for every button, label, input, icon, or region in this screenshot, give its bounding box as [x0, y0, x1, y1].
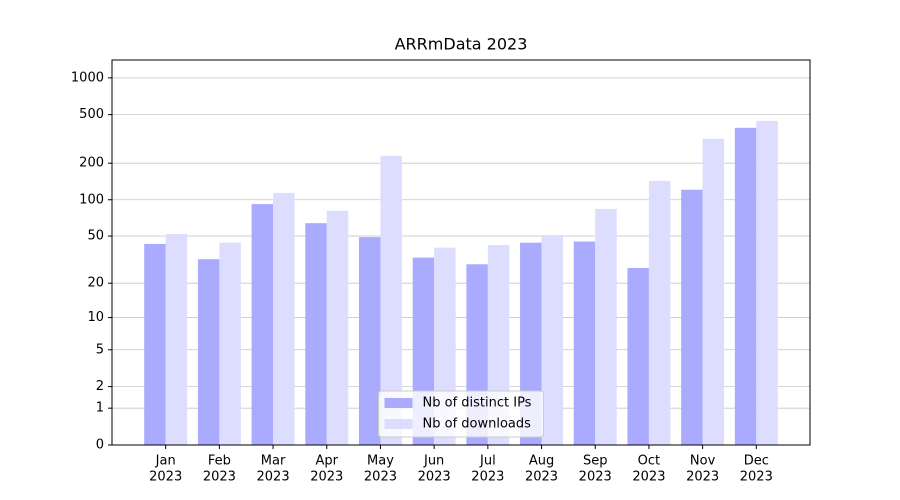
y-tick-label: 10 [87, 310, 104, 325]
bar [627, 267, 649, 445]
bar [251, 204, 274, 445]
bar [702, 138, 725, 445]
bar [648, 180, 671, 446]
x-tick-label: Mar [261, 454, 286, 469]
x-tick-label: Jan [155, 454, 176, 469]
x-tick-label: 2023 [686, 470, 719, 485]
x-tick-label: Jul [479, 454, 496, 469]
bar [734, 127, 757, 445]
legend-label: Nb of distinct IPs [423, 396, 532, 411]
bar [595, 208, 617, 445]
x-tick-label: 2023 [632, 470, 665, 485]
bar [273, 192, 295, 445]
bar [358, 237, 381, 445]
x-tick-label: 2023 [257, 470, 290, 485]
bar [326, 210, 349, 445]
bar [541, 235, 564, 445]
y-tick-label: 1 [96, 401, 104, 416]
bar [681, 189, 703, 445]
legend-swatch [384, 419, 413, 429]
x-tick-label: Dec [744, 454, 769, 469]
x-tick-label: 2023 [740, 470, 773, 485]
y-tick-label: 0 [96, 438, 104, 453]
x-tick-label: 2023 [579, 470, 612, 485]
x-tick-label: May [367, 454, 394, 469]
legend-box [378, 390, 544, 438]
x-tick-label: 2023 [525, 470, 558, 485]
x-tick-label: 2023 [310, 470, 343, 485]
x-tick-label: Feb [208, 454, 231, 469]
x-tick-label: Oct [638, 454, 660, 469]
bar [573, 241, 596, 445]
y-tick-label: 100 [79, 192, 104, 207]
bar [219, 242, 241, 445]
legend: Nb of distinct IPs Nb of downloads [378, 390, 544, 438]
x-tick-label: Nov [690, 454, 716, 469]
legend-swatch [384, 398, 413, 408]
axes-frame [111, 59, 811, 446]
x-tick-label: 2023 [203, 470, 236, 485]
x-tick-label: 2023 [418, 470, 451, 485]
y-tick-label: 2 [96, 379, 104, 394]
x-tick-label: 2023 [364, 470, 397, 485]
bar [756, 120, 778, 446]
y-tick-label: 500 [79, 107, 104, 122]
y-tick-label: 1000 [71, 70, 104, 85]
chart-title: ARRmData 2023 [395, 35, 528, 54]
x-tick-label: 2023 [471, 470, 504, 485]
x-tick-label: Aug [529, 454, 554, 469]
y-tick-label: 5 [96, 342, 104, 357]
bar [305, 223, 327, 445]
y-tick-label: 200 [79, 156, 104, 171]
y-tick-label: 20 [87, 276, 104, 291]
bar [380, 155, 402, 446]
y-tick-label: 50 [87, 229, 104, 244]
x-tick-label: Apr [316, 454, 339, 469]
x-tick-label: 2023 [149, 470, 182, 485]
x-tick-label: Sep [583, 454, 608, 469]
x-tick-label: Jun [423, 454, 444, 469]
bar [165, 234, 188, 445]
bar [197, 259, 220, 445]
legend-label: Nb of downloads [423, 417, 532, 432]
bar [144, 243, 166, 445]
